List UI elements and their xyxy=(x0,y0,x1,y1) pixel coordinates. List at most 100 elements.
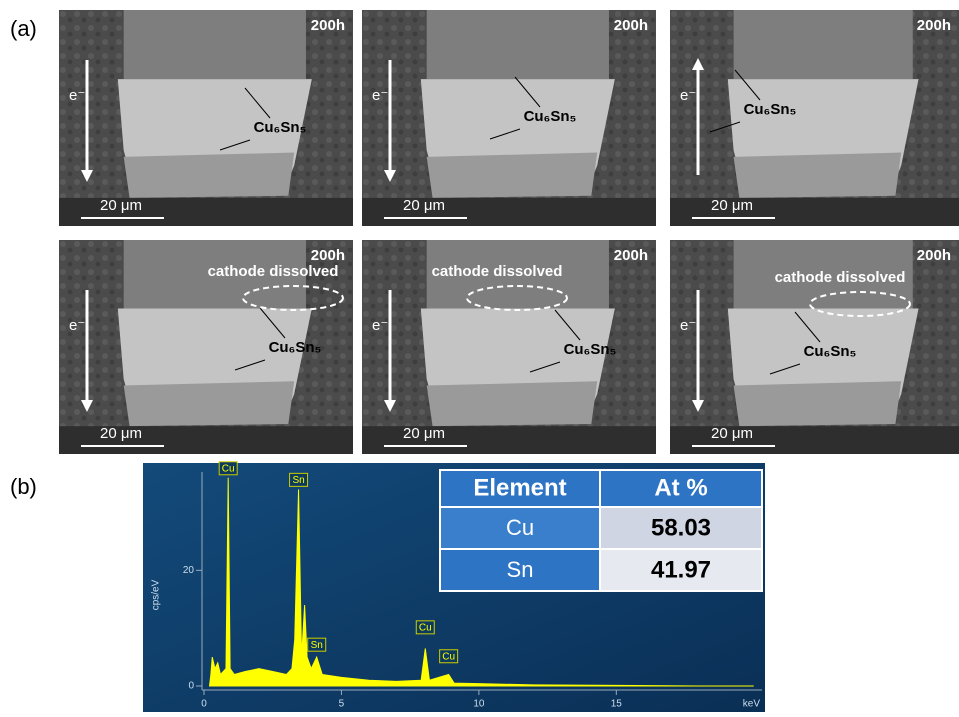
time-label: 200h xyxy=(311,17,345,34)
dissolved-region xyxy=(466,285,568,311)
pointer xyxy=(769,363,801,375)
x-tick-label: 0 xyxy=(201,699,207,710)
sem-image: 200h e⁻ Cu₆Sn₅ 20 μm xyxy=(362,10,656,226)
copper-pillar xyxy=(426,10,609,80)
peak-box xyxy=(415,620,435,635)
peak-label: Cu xyxy=(442,651,455,662)
arrow-head xyxy=(384,400,396,412)
time-label: 200h xyxy=(311,247,345,264)
electron-label: e⁻ xyxy=(69,87,85,104)
phase-label: Cu₆Sn₅ xyxy=(524,108,577,125)
table-text: 41.97 xyxy=(651,556,711,583)
imc-layer xyxy=(426,381,598,427)
arrow-head xyxy=(81,400,93,412)
peak-label: Cu xyxy=(419,622,432,633)
note-label: cathode dissolved xyxy=(432,263,563,280)
panel-label: (b) xyxy=(10,474,37,499)
time-label: 200h xyxy=(917,17,951,34)
peak-box xyxy=(307,637,327,652)
y-axis-label: cps/eV xyxy=(151,579,162,610)
scale-label: 20 μm xyxy=(403,425,445,442)
scale-label: 20 μm xyxy=(711,425,753,442)
copper-pillar xyxy=(123,240,306,309)
substrate xyxy=(59,426,353,454)
pointer xyxy=(529,361,561,373)
substrate xyxy=(670,426,959,454)
pointer xyxy=(244,87,271,119)
substrate xyxy=(362,197,656,226)
electron-label: e⁻ xyxy=(69,317,85,334)
pointer xyxy=(514,76,541,108)
copper-pillar xyxy=(426,240,609,309)
x-tick-label: 5 xyxy=(339,699,345,710)
pointer xyxy=(259,307,286,339)
electron-label: e⁻ xyxy=(680,317,696,334)
copper-pillar xyxy=(733,240,913,309)
x-tick-label: 10 xyxy=(473,699,485,710)
imc-layer xyxy=(733,152,902,198)
substrate xyxy=(362,426,656,454)
note-label: cathode dissolved xyxy=(775,269,906,286)
sem-image: 200h e⁻ Cu₆Sn₅ 20 μm cathode dissolved xyxy=(362,240,656,454)
sem-image: 200h e⁻ Cu₆Sn₅ 20 μm xyxy=(670,10,959,226)
copper-pillar xyxy=(733,10,913,80)
peak-box xyxy=(289,472,309,487)
scale-label: 20 μm xyxy=(100,425,142,442)
time-label: 200h xyxy=(917,247,951,264)
dissolved-region xyxy=(809,291,911,317)
pointer xyxy=(219,139,251,151)
sem-image: 200h e⁻ Cu₆Sn₅ 20 μm xyxy=(59,10,353,226)
arrow-head xyxy=(81,170,93,182)
peak-label: Sn xyxy=(311,640,323,651)
sem-image: 200h e⁻ Cu₆Sn₅ 20 μm cathode dissolved xyxy=(670,240,959,454)
x-tick-label: 15 xyxy=(611,699,623,710)
imc-layer xyxy=(426,152,598,198)
phase-label: Cu₆Sn₅ xyxy=(564,341,617,358)
arrow-head xyxy=(692,58,704,70)
table-header-cell xyxy=(439,469,601,508)
sem-image: 200h e⁻ Cu₆Sn₅ 20 μm cathode dissolved xyxy=(59,240,353,454)
table-cell xyxy=(599,506,763,550)
pointer xyxy=(794,311,821,343)
substrate xyxy=(670,197,959,226)
table-cell xyxy=(439,548,601,592)
spectrum-area xyxy=(208,477,754,687)
scale-label: 20 μm xyxy=(100,197,142,214)
table-text: 58.03 xyxy=(651,514,711,541)
pointer xyxy=(709,121,741,133)
phase-label: Cu₆Sn₅ xyxy=(804,343,857,360)
imc-layer xyxy=(733,381,902,427)
table-text: Cu xyxy=(506,515,534,540)
pointer xyxy=(554,309,581,341)
phase-label: Cu₆Sn₅ xyxy=(269,339,322,356)
table-cell xyxy=(599,548,763,592)
table-text: Sn xyxy=(507,557,534,582)
electron-label: e⁻ xyxy=(372,87,388,104)
peak-label: Sn xyxy=(292,475,304,486)
time-label: 200h xyxy=(614,247,648,264)
peak-box xyxy=(439,649,459,664)
phase-label: Cu₆Sn₅ xyxy=(254,119,307,136)
electron-label: e⁻ xyxy=(680,87,696,104)
arrow-head xyxy=(384,170,396,182)
arrow-head xyxy=(692,400,704,412)
phase-label: Cu₆Sn₅ xyxy=(744,101,797,118)
pointer xyxy=(734,69,761,101)
copper-pillar xyxy=(123,10,306,80)
table-header: Element xyxy=(473,474,566,501)
y-tick-label: 0 xyxy=(188,681,194,692)
scale-label: 20 μm xyxy=(403,197,445,214)
pointer xyxy=(489,128,521,140)
dissolved-region xyxy=(242,285,344,311)
pointer xyxy=(234,359,266,371)
electron-label: e⁻ xyxy=(372,317,388,334)
scale-label: 20 μm xyxy=(711,197,753,214)
panel-label: (a) xyxy=(10,16,37,41)
substrate xyxy=(59,197,353,226)
peak-box xyxy=(218,461,238,476)
x-axis-label: keV xyxy=(743,699,761,710)
time-label: 200h xyxy=(614,17,648,34)
y-tick-label: 20 xyxy=(183,565,195,576)
imc-layer xyxy=(123,152,295,198)
